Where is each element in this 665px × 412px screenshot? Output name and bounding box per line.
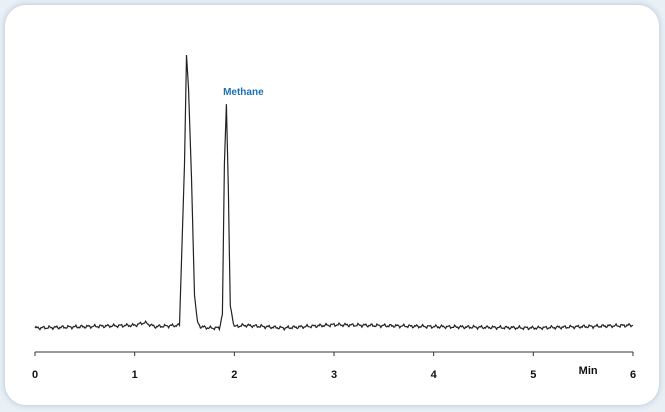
peak-label-0: Methane: [223, 87, 264, 98]
peak-annotations: Methane: [223, 87, 264, 98]
chart-frame: 0 1 2 3 4 5 6 Min Methane: [4, 4, 660, 406]
x-tick-label-0: 0: [32, 369, 38, 381]
x-tick-label-1: 1: [132, 369, 138, 381]
x-axis-tick-labels: 0 1 2 3 4 5 6: [32, 369, 636, 381]
x-axis-unit-label: Min: [579, 365, 598, 377]
x-tick-label-3: 3: [331, 369, 337, 381]
chromatogram-trace: [34, 54, 634, 332]
x-tick-label-4: 4: [431, 369, 438, 381]
x-tick-label-6: 6: [630, 369, 636, 381]
chromatogram-chart: 0 1 2 3 4 5 6 Min Methane: [32, 54, 636, 381]
x-axis-ticks: [34, 352, 634, 356]
x-tick-label-2: 2: [231, 369, 237, 381]
x-tick-label-5: 5: [530, 369, 536, 381]
